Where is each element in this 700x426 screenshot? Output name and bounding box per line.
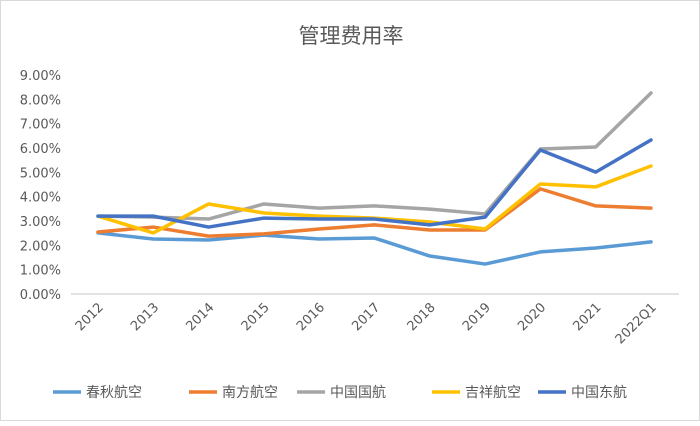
x-tick-label: 2021 (571, 300, 605, 334)
legend-label: 中国东航 (571, 385, 627, 401)
x-tick-label: 2015 (239, 300, 273, 334)
series-line-0 (96, 231, 653, 266)
legend-label: 吉祥航空 (465, 385, 521, 401)
y-tick-label: 4.00% (20, 191, 61, 206)
y-tick-label: 5.00% (20, 166, 61, 181)
legend-label: 春秋航空 (86, 385, 142, 401)
legend-label: 中国国航 (330, 385, 386, 401)
chart-title: 管理费用率 (299, 24, 404, 48)
x-tick-label: 2014 (183, 300, 217, 334)
legend-item: 吉祥航空 (432, 385, 521, 401)
x-tick-label: 2019 (460, 300, 494, 334)
x-tick-label: 2012 (73, 300, 107, 334)
y-tick-label: 2.00% (20, 239, 61, 254)
y-tick-label: 1.00% (20, 264, 61, 279)
y-tick-label: 7.00% (20, 118, 61, 133)
y-tick-label: 3.00% (20, 215, 61, 230)
y-tick-label: 8.00% (20, 93, 61, 108)
legend-item: 中国东航 (538, 385, 627, 401)
x-tick-label: 2017 (349, 300, 383, 334)
x-tick-label: 2018 (405, 300, 439, 334)
y-tick-label: 6.00% (20, 142, 61, 157)
y-tick-label: 9.00% (20, 69, 61, 84)
x-tick-label: 2013 (128, 300, 162, 334)
x-tick-label: 2016 (294, 300, 328, 334)
series-line-4 (96, 138, 653, 229)
x-tick-label: 2022Q1 (613, 300, 660, 347)
series-line-1 (96, 187, 653, 238)
legend-label: 南方航空 (222, 385, 278, 401)
x-tick-label: 2020 (515, 300, 549, 334)
legend-item: 中国国航 (297, 385, 386, 401)
legend-item: 春秋航空 (53, 385, 142, 401)
y-tick-label: 0.00% (20, 288, 61, 303)
legend-item: 南方航空 (189, 385, 278, 401)
series-line-2 (96, 91, 653, 221)
